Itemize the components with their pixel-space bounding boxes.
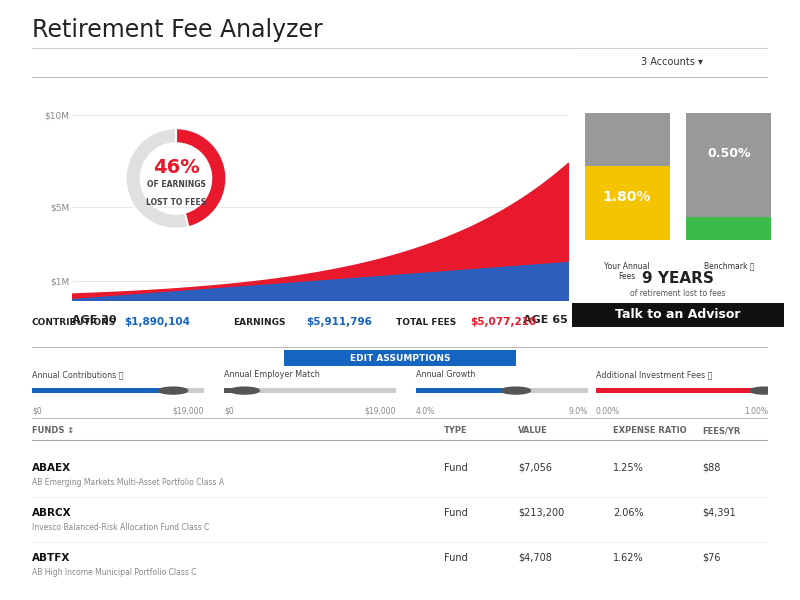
Text: 9 YEARS: 9 YEARS [642,271,714,286]
FancyBboxPatch shape [572,303,784,327]
Text: OF EARNINGS: OF EARNINGS [146,180,206,189]
Text: $5,911,796: $5,911,796 [306,317,373,327]
Text: 1.62%: 1.62% [614,553,644,563]
Text: Annual Contributions ⓘ: Annual Contributions ⓘ [32,370,123,379]
Text: $213,200: $213,200 [518,508,564,518]
Text: AGE 65: AGE 65 [523,315,568,325]
Text: $76: $76 [702,553,720,563]
Bar [596,388,768,394]
Circle shape [750,387,779,394]
Bar [32,388,173,394]
Text: Benchmark ⓘ: Benchmark ⓘ [704,262,754,271]
Text: AGE 30: AGE 30 [72,315,117,325]
Text: 1.25%: 1.25% [614,463,644,473]
Text: Fund: Fund [444,553,468,563]
Text: $88: $88 [702,463,720,473]
Text: 1.00%: 1.00% [744,407,768,416]
Text: $19,000: $19,000 [173,407,204,416]
Text: Talk to an Advisor: Talk to an Advisor [615,308,741,322]
Text: EDIT ASSUMPTIONS: EDIT ASSUMPTIONS [350,353,450,362]
Text: 4.0%: 4.0% [416,407,435,416]
Text: Fund: Fund [444,463,468,473]
Text: $0: $0 [32,407,42,416]
Text: $7,056: $7,056 [518,463,552,473]
Text: TYPE: TYPE [444,427,468,436]
Text: $0: $0 [224,407,234,416]
Text: 46%: 46% [153,158,199,177]
Text: Annual Employer Match: Annual Employer Match [224,370,320,379]
Circle shape [158,387,188,394]
FancyBboxPatch shape [272,350,528,367]
Bar [224,388,245,394]
Text: Fund: Fund [444,508,468,518]
Circle shape [501,387,530,394]
Text: CONTRIBUTIONS: CONTRIBUTIONS [32,318,116,326]
Text: LOST TO FEES: LOST TO FEES [146,198,206,207]
Text: Additional Investment Fees ⓘ: Additional Investment Fees ⓘ [596,370,712,379]
Bar [416,388,588,394]
Wedge shape [176,128,226,227]
Bar [585,113,670,166]
Text: 2.06%: 2.06% [614,508,644,518]
FancyBboxPatch shape [568,49,776,74]
Text: 9.0%: 9.0% [569,407,588,416]
Text: of retirement lost to fees: of retirement lost to fees [630,289,726,298]
Text: VALUE: VALUE [518,427,547,436]
Text: ABAEX: ABAEX [32,463,71,473]
Wedge shape [126,128,226,229]
Bar [596,388,765,394]
Text: 0.00%: 0.00% [596,407,620,416]
Text: Annual Growth: Annual Growth [416,370,475,379]
Text: FUNDS ↕: FUNDS ↕ [32,427,74,436]
Text: $4,391: $4,391 [702,508,735,518]
Bar [416,388,516,394]
Text: AB High Income Municipal Portfolio Class C: AB High Income Municipal Portfolio Class… [32,568,197,577]
Text: ABTFX: ABTFX [32,553,70,563]
Text: FEES/YR: FEES/YR [702,427,740,436]
Text: Invesco Balanced-Risk Allocation Fund Class C: Invesco Balanced-Risk Allocation Fund Cl… [32,523,210,532]
Text: $1,890,104: $1,890,104 [125,317,190,327]
Circle shape [230,387,259,394]
Text: Your Annual
Fees: Your Annual Fees [604,262,650,281]
Text: EARNINGS: EARNINGS [233,318,285,326]
Text: AB Emerging Markets Multi-Asset Portfolio Class A: AB Emerging Markets Multi-Asset Portfoli… [32,478,224,487]
Text: $5,077,210: $5,077,210 [470,317,537,327]
Text: EXPENSE RATIO: EXPENSE RATIO [614,427,687,436]
Text: 3 Accounts ▾: 3 Accounts ▾ [641,57,703,67]
Text: $4,708: $4,708 [518,553,552,563]
Bar [686,217,771,241]
Text: 1.80%: 1.80% [603,190,651,204]
Text: TOTAL FEES: TOTAL FEES [396,318,457,326]
Text: ABRCX: ABRCX [32,508,72,518]
Text: Retirement Fee Analyzer: Retirement Fee Analyzer [32,18,322,42]
Text: $19,000: $19,000 [365,407,396,416]
Bar [686,113,771,217]
Bar [585,166,670,241]
Bar [224,388,396,394]
Text: 0.50%: 0.50% [707,147,750,160]
Bar [32,388,204,394]
